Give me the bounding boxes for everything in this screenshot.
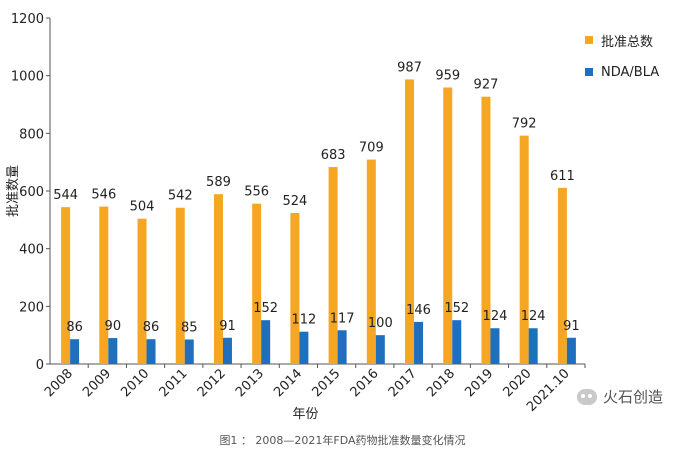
data-label-total: 524 bbox=[282, 194, 307, 209]
x-tick-label: 2018 bbox=[424, 366, 458, 400]
data-label-nda-bla: 124 bbox=[521, 309, 546, 324]
bar-nda-bla bbox=[375, 335, 385, 364]
legend-label-nda-bla: NDA/BLA bbox=[601, 64, 660, 80]
bar-total bbox=[328, 167, 338, 364]
data-label-total: 546 bbox=[91, 188, 116, 203]
watermark-text: 火石创造 bbox=[602, 388, 663, 406]
data-label-total: 927 bbox=[474, 78, 499, 93]
data-label-nda-bla: 85 bbox=[181, 320, 198, 335]
data-label-total: 544 bbox=[53, 188, 78, 203]
data-label-total: 792 bbox=[512, 117, 537, 132]
bar-nda-bla bbox=[261, 320, 271, 364]
bar-total bbox=[137, 218, 147, 364]
bar-total bbox=[252, 203, 262, 364]
bar-nda-bla bbox=[337, 330, 347, 364]
y-tick-label: 800 bbox=[19, 127, 44, 142]
legend-item-nda-bla: NDA/BLA bbox=[585, 62, 659, 82]
y-tick-label: 0 bbox=[36, 358, 44, 373]
bar-nda-bla bbox=[108, 338, 118, 364]
data-label-nda-bla: 86 bbox=[66, 320, 83, 335]
bar-nda-bla bbox=[452, 320, 462, 364]
wechat-icon bbox=[576, 388, 597, 405]
y-tick-label: 600 bbox=[19, 185, 44, 200]
bar-nda-bla bbox=[184, 339, 194, 364]
bar-nda-bla bbox=[490, 328, 500, 364]
legend: 批准总数 NDA/BLA bbox=[585, 30, 659, 94]
y-tick-label: 1000 bbox=[11, 70, 44, 85]
legend-swatch-total bbox=[585, 36, 593, 44]
data-label-nda-bla: 90 bbox=[105, 319, 122, 334]
x-tick-label: 2011 bbox=[157, 366, 191, 400]
legend-item-total: 批准总数 bbox=[585, 30, 659, 50]
x-tick-label: 2017 bbox=[386, 366, 420, 400]
x-tick-label: 2009 bbox=[80, 366, 114, 400]
legend-label-total: 批准总数 bbox=[601, 34, 654, 50]
data-label-total: 683 bbox=[321, 148, 346, 163]
bar-total bbox=[290, 212, 300, 364]
bar-total bbox=[99, 206, 109, 364]
data-label-nda-bla: 117 bbox=[330, 311, 355, 326]
bar-nda-bla bbox=[528, 328, 538, 364]
y-tick-label: 200 bbox=[19, 300, 44, 315]
bar-nda-bla bbox=[222, 337, 232, 364]
data-label-total: 611 bbox=[550, 169, 575, 184]
bar-total bbox=[175, 207, 185, 364]
data-label-total: 504 bbox=[130, 200, 155, 215]
x-tick-label: 2020 bbox=[500, 366, 534, 400]
data-label-nda-bla: 91 bbox=[563, 319, 580, 334]
data-label-nda-bla: 100 bbox=[368, 316, 393, 331]
bar-nda-bla bbox=[70, 339, 80, 364]
bar-nda-bla bbox=[299, 331, 309, 364]
data-label-total: 959 bbox=[435, 68, 460, 83]
bar-total bbox=[366, 159, 376, 364]
x-tick-label: 2012 bbox=[195, 366, 229, 400]
chart-labels: 544 86 546 90 504 86 542 85 589 91 556 152 524 112 683… bbox=[53, 60, 579, 335]
watermark: 火石创造 bbox=[576, 386, 663, 407]
bar-total bbox=[443, 87, 453, 364]
data-label-nda-bla: 86 bbox=[143, 320, 160, 335]
data-label-total: 556 bbox=[244, 185, 269, 200]
bar-total bbox=[213, 194, 223, 364]
bar-total bbox=[519, 135, 529, 364]
bar-nda-bla bbox=[146, 339, 156, 364]
x-tick-label: 2021.10 bbox=[524, 366, 573, 415]
y-tick-label: 1200 bbox=[11, 12, 44, 27]
x-axis-title: 年份 bbox=[292, 407, 318, 422]
bar-total bbox=[557, 187, 567, 364]
data-label-total: 987 bbox=[397, 60, 422, 75]
bar-total bbox=[481, 96, 491, 364]
x-tick-label: 2008 bbox=[42, 366, 76, 400]
bar-nda-bla bbox=[414, 321, 424, 364]
bar-nda-bla bbox=[566, 337, 576, 364]
data-label-total: 589 bbox=[206, 175, 231, 190]
legend-swatch-nda-bla bbox=[585, 68, 593, 76]
bar-total bbox=[405, 79, 415, 364]
x-tick-label: 2014 bbox=[271, 366, 305, 400]
data-label-nda-bla: 112 bbox=[291, 313, 316, 328]
x-tick-label: 2019 bbox=[462, 366, 496, 400]
x-tick-label: 2010 bbox=[118, 366, 152, 400]
y-tick-label: 400 bbox=[19, 243, 44, 258]
data-label-nda-bla: 152 bbox=[253, 301, 278, 316]
data-label-nda-bla: 124 bbox=[483, 309, 508, 324]
figure-caption: 图1 ： 2008—2021年FDA药物批准数量变化情况 bbox=[219, 434, 466, 447]
data-label-nda-bla: 91 bbox=[219, 319, 236, 334]
x-tick-label: 2016 bbox=[348, 366, 382, 400]
x-tick-label: 2015 bbox=[309, 366, 343, 400]
data-label-total: 709 bbox=[359, 141, 384, 156]
bar-total bbox=[61, 207, 71, 364]
x-tick-label: 2013 bbox=[233, 366, 267, 400]
data-label-nda-bla: 146 bbox=[406, 303, 431, 318]
y-axis-title: 批准数量 bbox=[6, 165, 21, 217]
data-label-total: 542 bbox=[168, 189, 193, 204]
data-label-nda-bla: 152 bbox=[444, 301, 469, 316]
chart-bars bbox=[61, 79, 576, 364]
